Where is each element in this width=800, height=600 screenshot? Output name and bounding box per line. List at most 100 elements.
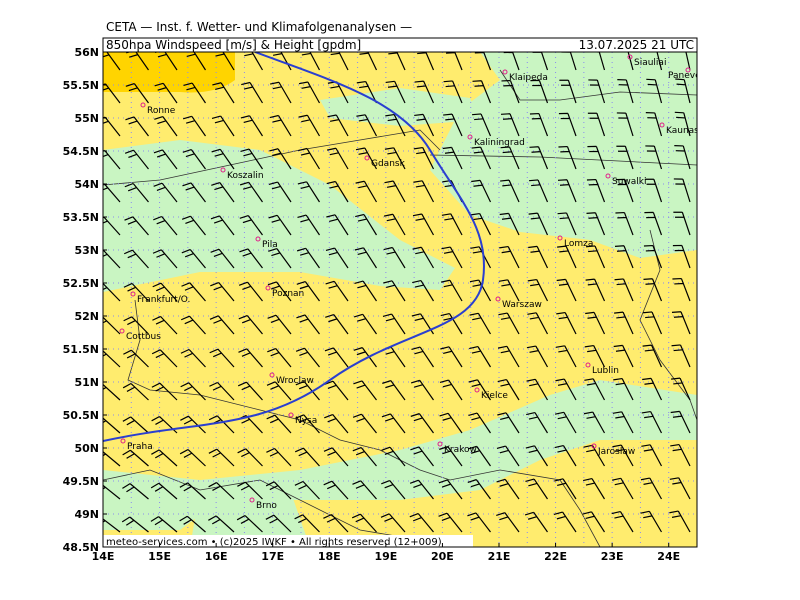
- wind-barb: [212, 82, 235, 104]
- city-dot: [557, 235, 563, 241]
- height-contour: [103, 52, 485, 442]
- wind-barb: [122, 416, 149, 434]
- city-label: Warszaw: [502, 300, 542, 310]
- city-dot: [288, 412, 294, 418]
- wind-barb: [352, 446, 377, 467]
- weak-wind-area: [430, 52, 697, 258]
- city-dot: [119, 328, 125, 334]
- wind-barb: [440, 346, 463, 368]
- footer: meteo-services.com • (c)2025 IWKF • All …: [106, 537, 442, 548]
- wind-barb: [267, 281, 292, 302]
- wind-barb: [413, 146, 435, 170]
- wind-barb: [529, 179, 549, 203]
- wind-barb: [182, 182, 206, 203]
- wind-barb: [180, 348, 206, 368]
- wind-barb: [154, 116, 178, 137]
- wind-barb: [588, 79, 606, 104]
- wind-barb: [554, 478, 577, 500]
- border: [103, 469, 421, 541]
- city-label: Panevezys: [668, 71, 716, 81]
- wind-barb: [530, 79, 549, 104]
- wind-barb: [615, 211, 634, 236]
- wind-barb: [642, 377, 663, 401]
- wind-barb: [672, 277, 691, 302]
- city-label: Koszalin: [227, 171, 264, 181]
- city-dot: [140, 102, 146, 108]
- wind-barb: [553, 511, 577, 533]
- wind-barb: [103, 350, 121, 368]
- wind-barb: [103, 383, 121, 401]
- wind-barb: [640, 510, 663, 533]
- wind-barb: [468, 412, 491, 434]
- city-dot: [269, 372, 275, 378]
- wind-barb: [297, 181, 321, 203]
- wind-barb: [414, 80, 435, 104]
- border: [127, 299, 601, 547]
- wind-barb: [296, 314, 320, 335]
- wind-barb: [497, 378, 520, 401]
- wind-barb: [670, 410, 691, 434]
- wind-barb: [151, 449, 178, 467]
- city-dot: [255, 236, 261, 242]
- wind-barb: [587, 145, 606, 170]
- wind-barb: [469, 279, 492, 302]
- wind-barb: [442, 146, 463, 170]
- city-dot: [502, 69, 508, 75]
- wind-barb: [269, 114, 292, 137]
- wind-barb: [183, 52, 207, 71]
- lat-label: 55.5N: [63, 79, 99, 92]
- wind-barb: [326, 147, 349, 170]
- wind-barb: [583, 411, 606, 434]
- wind-barb: [643, 278, 663, 302]
- wind-barb: [613, 344, 634, 368]
- city-label: Nysa: [295, 416, 317, 426]
- wind-barb: [152, 249, 178, 269]
- wind-barb: [182, 149, 206, 170]
- wind-barb: [323, 513, 349, 533]
- wind-barb: [443, 80, 463, 104]
- lon-label: 20E: [431, 550, 454, 563]
- wind-barb: [614, 278, 634, 302]
- lat-label: 51.5N: [63, 343, 99, 356]
- city-label: Ronne: [147, 106, 176, 116]
- wind-barb: [124, 149, 149, 170]
- wind-barb: [496, 445, 520, 467]
- wind-barb: [439, 446, 463, 467]
- wind-barb: [529, 146, 549, 170]
- wind-barb: [208, 515, 235, 533]
- wind-barb: [325, 247, 349, 269]
- wind-barb: [410, 446, 434, 467]
- wind-barb: [210, 215, 235, 236]
- wind-barb: [441, 213, 463, 236]
- wind-barb: [324, 413, 349, 434]
- wind-barb: [237, 448, 263, 467]
- wind-barb: [496, 478, 520, 500]
- wind-barb: [241, 81, 264, 104]
- city-label: Pila: [262, 240, 278, 250]
- wind-barb: [499, 245, 520, 269]
- wind-barb: [239, 215, 263, 236]
- wind-barb: [295, 347, 320, 368]
- wind-barb: [414, 113, 435, 137]
- city-label: Siauliai: [634, 58, 666, 68]
- wind-barb: [385, 80, 406, 104]
- city-dot: [685, 67, 691, 73]
- wind-barb: [236, 515, 263, 533]
- wind-barb: [181, 282, 206, 302]
- wind-barb: [325, 280, 349, 302]
- city-dot: [585, 362, 591, 368]
- lat-label: 50.5N: [63, 409, 99, 422]
- wind-barb: [181, 215, 206, 236]
- wind-barb: [586, 245, 606, 269]
- lat-label: 53N: [74, 244, 99, 257]
- wind-barb: [499, 212, 520, 236]
- city-dot: [605, 173, 611, 179]
- lon-label: 15E: [148, 550, 171, 563]
- lon-label: 21E: [488, 550, 511, 563]
- wind-barb: [409, 479, 434, 500]
- wind-barb: [267, 314, 292, 335]
- wind-barb: [651, 52, 663, 71]
- wind-barb: [470, 246, 492, 269]
- wind-barb: [208, 482, 235, 500]
